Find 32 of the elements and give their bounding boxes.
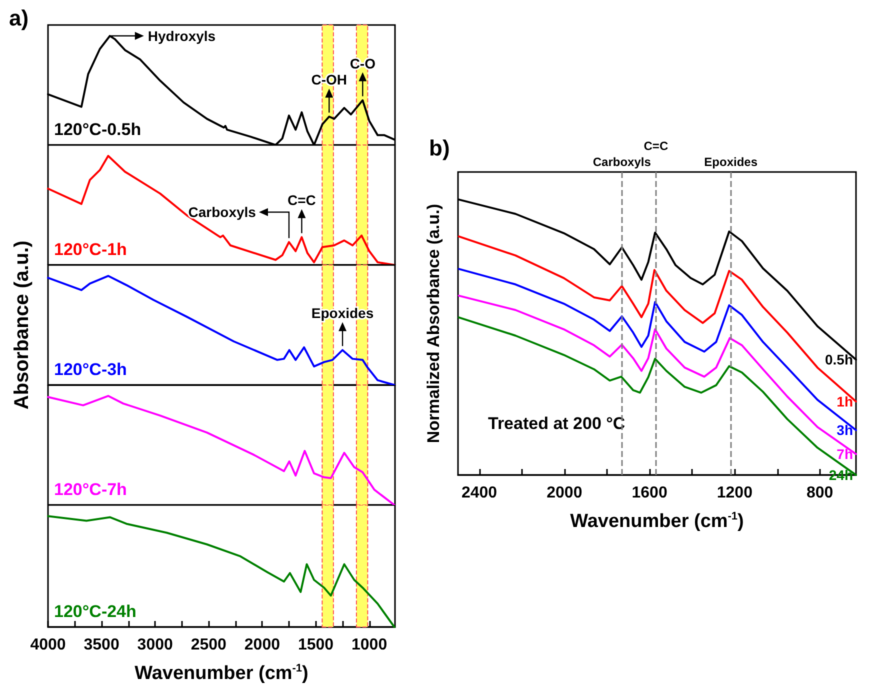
x-tick-label: 3000 [137, 636, 173, 654]
ref-line-label: Epoxides [704, 155, 758, 169]
series-label: 7h [836, 446, 853, 462]
y-axis-title: Normalized Absorbance (a.u.) [424, 204, 443, 444]
x-tick-label: 3500 [84, 636, 120, 654]
series-label: 0.5h [824, 352, 853, 368]
x-tick-label: 1000 [352, 636, 388, 654]
x-tick-label: 4000 [30, 636, 66, 654]
x-tick-label: 2000 [546, 484, 582, 502]
text: 120°C-24h [54, 602, 136, 621]
x-tick-label: 800 [806, 484, 834, 502]
x-tick-label: 2000 [244, 636, 280, 654]
text: 120°C-7h [54, 480, 127, 499]
x-tick-label: 1500 [298, 636, 334, 654]
annotation: Carboxyls [188, 204, 256, 220]
text: 120°C-3h [54, 360, 127, 379]
series-label: 120°C-0.5h [54, 120, 142, 139]
annotation: C=C [288, 192, 316, 208]
annotation: Hydroxyls [148, 28, 216, 44]
chart-title: b) [429, 136, 450, 160]
x-tick-label: 2400 [461, 484, 498, 502]
x-tick-label: 2500 [190, 636, 227, 654]
ref-line-label: C=C [644, 139, 668, 153]
chart-title: a) [9, 6, 29, 30]
text: 120°C-1h [54, 240, 127, 259]
x-tick-label: 1200 [716, 484, 753, 502]
series-label: 3h [836, 422, 853, 438]
series-label: 1h [836, 393, 853, 410]
ref-line-label: Carboxyls [592, 155, 652, 169]
annotation: C-O [350, 55, 376, 72]
x-tick-label: 1600 [632, 484, 668, 502]
y-axis-title: Absorbance (a.u.) [11, 240, 33, 410]
